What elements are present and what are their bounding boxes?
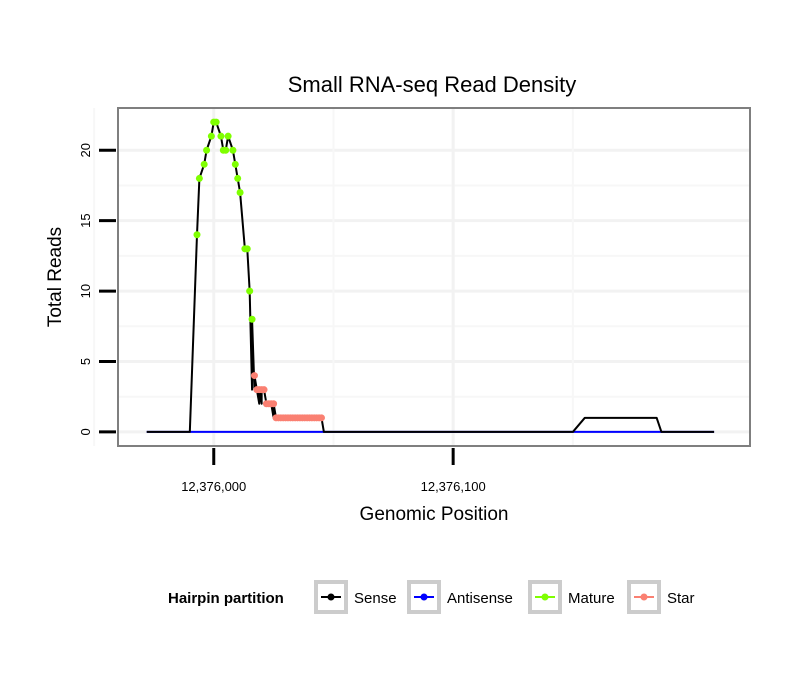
y-tick-label: 10 xyxy=(78,284,93,298)
y-tick-label: 20 xyxy=(78,143,93,157)
data-series xyxy=(146,118,715,433)
point-mature xyxy=(229,146,237,154)
x-tick-label: 12,376,000 xyxy=(181,479,246,494)
point-mature xyxy=(203,146,211,154)
legend-title: Hairpin partition xyxy=(168,590,284,607)
point-mature xyxy=(236,189,244,196)
point-star xyxy=(260,386,268,394)
point-mature xyxy=(224,132,232,140)
legend-label-mature: Mature xyxy=(568,590,615,607)
point-mature xyxy=(207,132,215,140)
plot-panel xyxy=(118,108,750,446)
point-mature xyxy=(231,160,239,168)
point-star xyxy=(250,372,258,380)
point-star xyxy=(270,400,278,408)
legend: Hairpin partition Sense Antisense Mature St… xyxy=(168,580,695,614)
legend-label-antisense: Antisense xyxy=(447,590,513,607)
legend-label-star: Star xyxy=(667,590,695,607)
point-mature xyxy=(246,287,254,295)
point-mature xyxy=(234,174,242,182)
axes: 0 5 10 15 20 12,376,000 12,376,100 xyxy=(78,143,486,494)
legend-key-point xyxy=(541,593,549,601)
point-mature xyxy=(195,174,203,182)
grid-lines xyxy=(93,108,750,446)
legend-label-sense: Sense xyxy=(354,590,397,607)
plot-border xyxy=(117,107,751,447)
point-star xyxy=(317,414,325,422)
x-axis-label: Genomic Position xyxy=(360,504,509,525)
legend-key-point xyxy=(327,593,335,601)
point-mature xyxy=(217,132,225,140)
y-tick-label: 5 xyxy=(78,358,93,365)
point-mature xyxy=(200,160,208,168)
y-tick-label: 0 xyxy=(78,428,93,435)
y-axis-label: Total Reads xyxy=(45,227,66,327)
chart-title: Small RNA-seq Read Density xyxy=(288,72,577,97)
point-mature xyxy=(243,245,251,253)
y-tick-label: 15 xyxy=(78,213,93,227)
point-mature xyxy=(212,118,220,126)
point-mature xyxy=(222,146,230,154)
x-tick-label: 12,376,100 xyxy=(421,479,486,494)
point-mature xyxy=(248,315,256,323)
point-mature xyxy=(193,231,201,239)
legend-key-point xyxy=(640,593,648,601)
legend-key-point xyxy=(420,593,428,601)
